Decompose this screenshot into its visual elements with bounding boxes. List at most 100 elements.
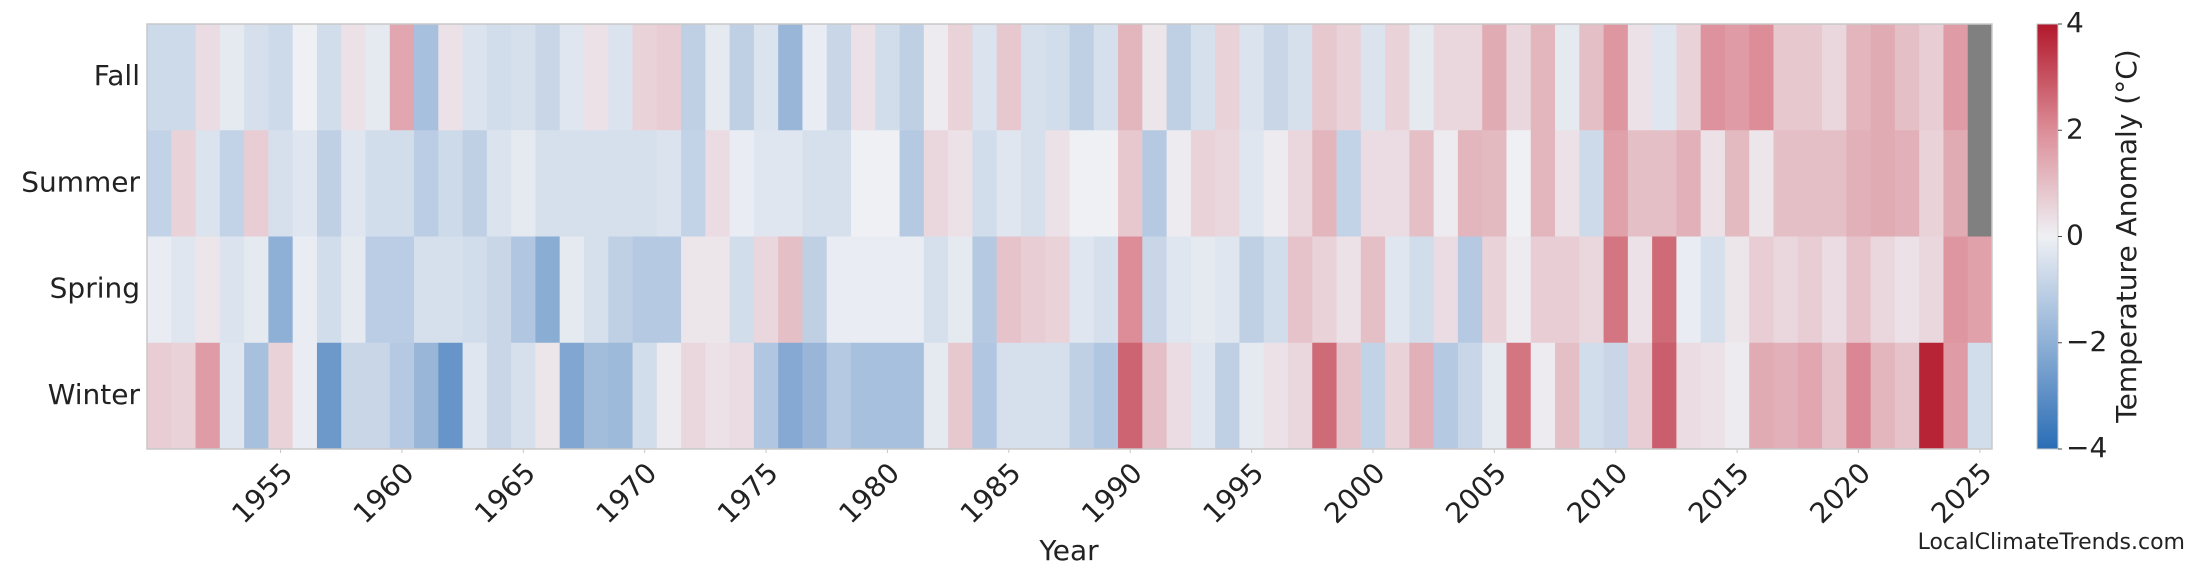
heatmap-cell — [171, 130, 197, 237]
heatmap-cell — [1045, 24, 1070, 131]
heatmap-cell — [1069, 236, 1095, 344]
heatmap-cell — [1118, 24, 1143, 131]
heatmap-cell — [438, 236, 464, 344]
heatmap-cell — [1822, 24, 1847, 131]
heatmap-cell — [1603, 236, 1629, 344]
heatmap-cell — [1773, 342, 1799, 450]
heatmap-cell — [1894, 24, 1920, 131]
heatmap-cell — [535, 130, 561, 237]
heatmap-cell — [1360, 342, 1386, 450]
heatmap-cell — [341, 130, 366, 237]
heatmap-cell — [1822, 236, 1847, 344]
heatmap-cell — [462, 342, 488, 450]
heatmap-cell — [438, 342, 464, 450]
heatmap-cell — [1433, 236, 1459, 344]
heatmap-cell — [365, 342, 391, 450]
heatmap-cell — [462, 24, 488, 131]
heatmap-cell — [1724, 24, 1750, 131]
x-tick-label: 2020 — [1803, 456, 1877, 530]
heatmap-cell — [219, 342, 245, 450]
heatmap-cell — [948, 342, 973, 450]
heatmap-cell — [389, 236, 415, 344]
heatmap-cell — [147, 236, 172, 344]
heatmap-cell — [365, 236, 391, 344]
heatmap-cell — [1385, 130, 1410, 237]
heatmap-cell — [1530, 342, 1556, 450]
heatmap-cell — [389, 130, 415, 237]
heatmap-cell — [1385, 24, 1410, 131]
x-tick-label: 2005 — [1439, 456, 1513, 530]
heatmap-cell — [1797, 130, 1823, 237]
heatmap-cell — [559, 236, 585, 344]
heatmap-cell — [802, 342, 828, 450]
heatmap-cell — [608, 342, 634, 450]
heatmap-cell — [1385, 236, 1410, 344]
x-tick-label: 1960 — [347, 456, 421, 530]
heatmap-cell — [1239, 130, 1265, 237]
heatmap-cell — [1700, 342, 1726, 450]
heatmap-cell — [268, 130, 294, 237]
heatmap-cell — [1190, 24, 1216, 131]
heatmap-cell — [244, 236, 269, 344]
colorbar-tick-label: 2 — [2066, 112, 2084, 145]
heatmap-cell — [1773, 130, 1799, 237]
heatmap-cell — [996, 24, 1022, 131]
heatmap-cell — [1069, 130, 1095, 237]
heatmap-cell — [1336, 24, 1362, 131]
heatmap-cell — [244, 130, 269, 237]
heatmap-cell — [608, 130, 634, 237]
heatmap-cell — [1020, 236, 1046, 344]
heatmap-cell — [923, 342, 949, 450]
heatmap-cell — [1967, 236, 1993, 344]
x-tick-label: 2010 — [1561, 456, 1635, 530]
heatmap-cell — [1263, 236, 1289, 344]
heatmap-cell — [1627, 24, 1653, 131]
heatmap-cell — [1652, 24, 1677, 131]
heatmap-cell — [1142, 130, 1168, 237]
heatmap-cell — [583, 342, 609, 450]
heatmap-cell — [948, 24, 973, 131]
heatmap-cell — [365, 24, 391, 131]
heatmap-cell — [1652, 342, 1677, 450]
heatmap-cell — [365, 130, 391, 237]
heatmap-cell — [923, 236, 949, 344]
heatmap-cell — [753, 130, 779, 237]
heatmap-cell — [1579, 342, 1605, 450]
heatmap-cell — [972, 342, 998, 450]
heatmap-cell — [875, 342, 901, 450]
heatmap-cell — [1457, 236, 1483, 344]
heatmap-cell — [1627, 236, 1653, 344]
heatmap-cell — [1749, 342, 1775, 450]
heatmap-cell — [341, 236, 366, 344]
heatmap-cell — [1482, 24, 1507, 131]
heatmap-cell — [753, 24, 779, 131]
heatmap-cell — [1215, 130, 1240, 237]
heatmap-cell — [1190, 236, 1216, 344]
heatmap-cell — [632, 236, 658, 344]
heatmap-cell — [1312, 24, 1338, 131]
heatmap-cell — [414, 130, 439, 237]
heatmap-cell — [1919, 236, 1944, 344]
heatmap-cell — [899, 236, 925, 344]
heatmap-cell — [1506, 130, 1532, 237]
heatmap-cell — [705, 24, 731, 131]
heatmap-cell — [1894, 130, 1920, 237]
heatmap-cell — [1360, 24, 1386, 131]
heatmap-cell — [195, 342, 221, 450]
heatmap-cell — [1676, 130, 1702, 237]
heatmap-cell — [1093, 236, 1119, 344]
heatmap-cell — [1530, 24, 1556, 131]
heatmap-cell — [316, 24, 342, 131]
heatmap-cell — [1263, 130, 1289, 237]
heatmap-cell — [1239, 24, 1265, 131]
heatmap-cell — [559, 342, 585, 450]
heatmap-cell — [147, 342, 172, 450]
heatmap-cell — [1555, 236, 1580, 344]
heatmap-cell — [1506, 236, 1532, 344]
heatmap-cell — [1457, 130, 1483, 237]
heatmap-cell — [1919, 24, 1944, 131]
heatmap-cell — [511, 24, 536, 131]
heatmap-cell — [1749, 236, 1775, 344]
x-tick-label: 1975 — [711, 456, 785, 530]
heatmap-cell — [316, 342, 342, 450]
